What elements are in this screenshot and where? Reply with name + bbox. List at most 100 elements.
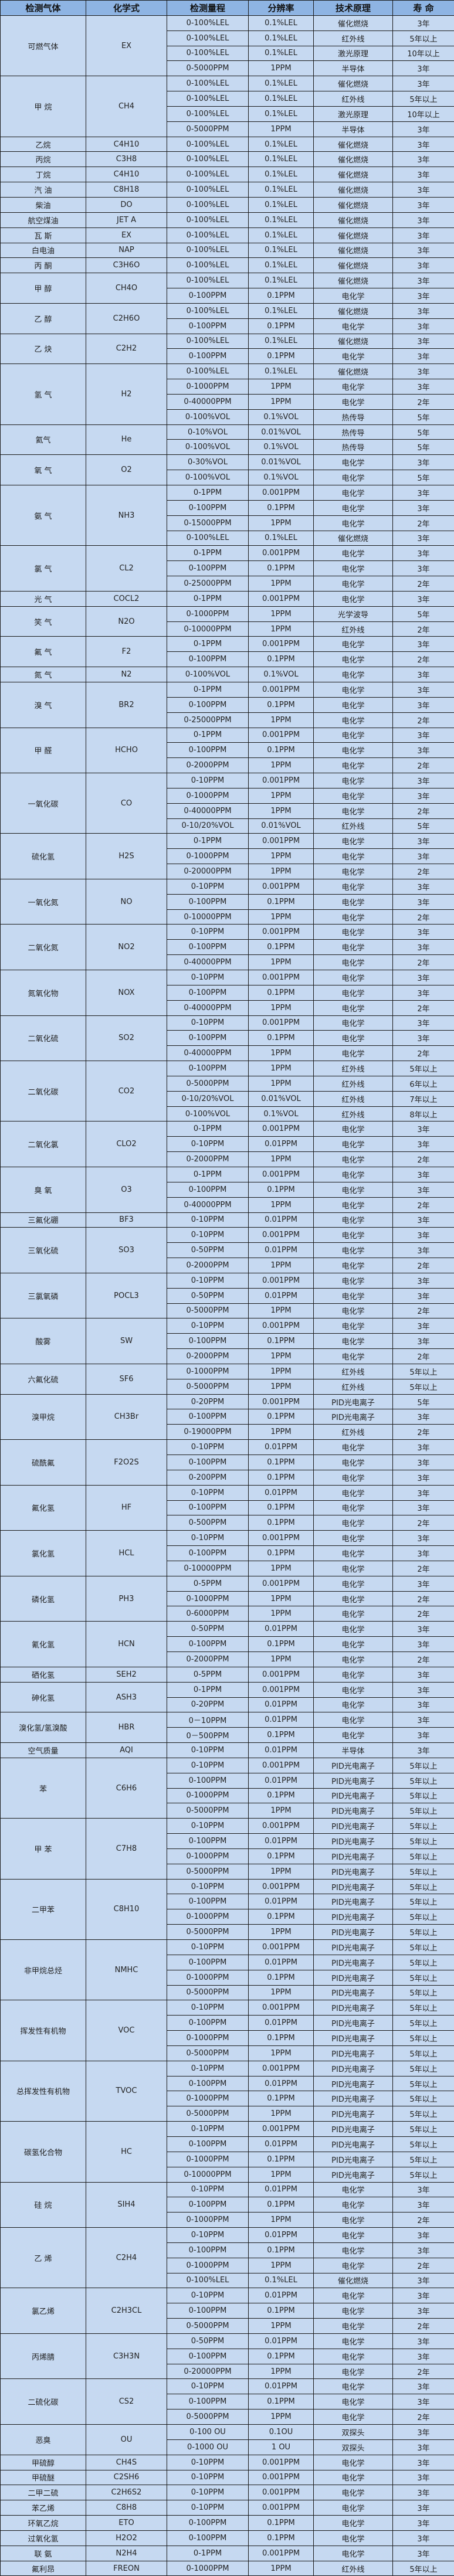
range-cell: 0-100PPM bbox=[167, 1333, 249, 1350]
table-row: 0-2000PPM 1PPM 电化学 2年 bbox=[1, 1651, 454, 1667]
formula-cell: OU bbox=[86, 2424, 167, 2455]
life-cell: 3年 bbox=[392, 1212, 454, 1228]
life-cell: 3年 bbox=[392, 196, 454, 213]
range-cell: 0-100PPM bbox=[167, 1894, 249, 1910]
table-row: 0-6000PPM 1PPM 电化学 2年 bbox=[1, 1606, 454, 1622]
range-cell: 0-10PPM bbox=[167, 1878, 249, 1895]
principle-cell: PID光电离子 bbox=[313, 1924, 393, 1940]
formula-cell: COCL2 bbox=[86, 590, 167, 607]
principle-cell: PID光电离子 bbox=[313, 1409, 393, 1425]
principle-cell: 激光原理 bbox=[313, 45, 393, 62]
life-cell: 3年 bbox=[392, 2303, 454, 2319]
table-row: 二氧化硫 SO2 0-10PPM 0.001PPM 电化学 3年 bbox=[0, 1015, 454, 1062]
range-cell: 0-100PPM bbox=[167, 2530, 249, 2546]
life-cell: 3年 bbox=[392, 1500, 454, 1516]
principle-cell: 电化学 bbox=[313, 1636, 393, 1652]
table-row: 丙 酮 C3H6O 0-100%LEL 0.1%LEL 催化燃烧 3年 bbox=[0, 257, 454, 274]
formula-cell: BR2 bbox=[86, 681, 167, 728]
principle-cell: 电化学 bbox=[313, 1681, 393, 1698]
table-row: 硫酰氟 F2O2S 0-10PPM 0.01PPM 电化学 3年 bbox=[0, 1439, 454, 1486]
gas-name-cell: 三氟化硼 bbox=[0, 1212, 86, 1228]
life-cell: 3年 bbox=[392, 667, 454, 682]
life-cell: 3年 bbox=[392, 1242, 454, 1259]
life-cell: 3年 bbox=[392, 2242, 454, 2258]
table-row: 0-40000PPM 1PPM 电化学 2年 bbox=[1, 1045, 454, 1062]
range-cell: 0-25000PPM bbox=[167, 576, 249, 592]
table-row: 0-100PPM 0.1PPM 电化学 3年 bbox=[1, 742, 454, 759]
principle-cell: 电化学 bbox=[313, 1560, 393, 1576]
resolution-cell: 0.1PPM bbox=[248, 499, 314, 516]
life-cell: 5年以上 bbox=[392, 91, 454, 107]
principle-cell: 电化学 bbox=[313, 742, 393, 759]
life-cell: 3年 bbox=[392, 2530, 454, 2546]
life-cell: 3年 bbox=[392, 2500, 454, 2516]
gas-name-cell: 丙烷 bbox=[0, 151, 86, 168]
range-cell: 0-10PPM bbox=[167, 1484, 249, 1501]
resolution-cell: 0.1PPM bbox=[248, 1181, 314, 1198]
resolution-cell: 0.001PPM bbox=[248, 1878, 314, 1895]
life-cell: 5年以上 bbox=[392, 1863, 454, 1880]
principle-cell: 电化学 bbox=[313, 2212, 393, 2228]
principle-cell: 催化燃烧 bbox=[313, 257, 393, 274]
resolution-cell: 1PPM bbox=[248, 787, 314, 804]
table-row: 氮氧化物 NOX 0-10PPM 0.001PPM 电化学 3年 bbox=[0, 970, 454, 1016]
table-row: 0-100PPM 0.1PPM 电化学 2年 bbox=[1, 651, 454, 668]
formula-cell: SF6 bbox=[86, 1363, 167, 1395]
life-cell: 5年以上 bbox=[392, 1363, 454, 1379]
range-cell: 0-10PPM bbox=[167, 1939, 249, 1955]
life-cell: 3年 bbox=[392, 530, 454, 546]
resolution-cell: 0.001PPM bbox=[248, 833, 314, 849]
resolution-cell: 0.001PPM bbox=[248, 590, 314, 607]
range-cell: 0-100%LEL bbox=[167, 45, 249, 62]
life-cell: 3年 bbox=[392, 893, 454, 910]
principle-cell: 电化学 bbox=[313, 773, 393, 789]
principle-cell: 催化燃烧 bbox=[313, 182, 393, 198]
resolution-cell: 0.001PPM bbox=[248, 1666, 314, 1683]
range-cell: 0-10PPM bbox=[167, 924, 249, 940]
principle-cell: 半导体 bbox=[313, 1742, 393, 1758]
resolution-cell: 1PPM bbox=[248, 1863, 314, 1880]
life-cell: 3年 bbox=[392, 848, 454, 865]
table-row: 二甲二硫 C2H6S2 0-10PPM 0.001PPM 电化学 3年 bbox=[0, 2485, 454, 2501]
resolution-cell: 0.1PPM bbox=[248, 1727, 314, 1744]
range-cell: 0-10PPM bbox=[167, 1015, 249, 1031]
range-cell: 0-5000PPM bbox=[167, 1303, 249, 1319]
principle-cell: 催化燃烧 bbox=[313, 166, 393, 183]
formula-cell: VOC bbox=[86, 2000, 167, 2061]
table-row: 0-100PPM 0.01PPM PID光电离子 5年以上 bbox=[1, 1894, 454, 1910]
formula-cell: C4H10 bbox=[86, 166, 167, 183]
resolution-cell: 0.1PPM bbox=[248, 2348, 314, 2364]
range-cell: 0-1PPM bbox=[167, 1121, 249, 1137]
life-cell: 5年以上 bbox=[392, 2106, 454, 2122]
life-cell: 5年以上 bbox=[392, 1878, 454, 1895]
resolution-cell: 0.1PPM bbox=[248, 2242, 314, 2258]
principle-cell: 电化学 bbox=[313, 2378, 393, 2395]
principle-cell: 电化学 bbox=[313, 651, 393, 668]
formula-cell: CH4O bbox=[86, 273, 167, 304]
resolution-cell: 1PPM bbox=[248, 2045, 314, 2061]
resolution-cell: 0.1PPM bbox=[248, 1787, 314, 1804]
principle-cell: 电化学 bbox=[313, 2545, 393, 2561]
table-row: 0-100PPM 0.01PPM PID光电离子 5年以上 bbox=[1, 2136, 454, 2152]
table-row: 氯化氢 HCL 0-10PPM 0.001PPM 电化学 3年 bbox=[0, 1530, 454, 1576]
resolution-cell: 0.01PPM bbox=[248, 1697, 314, 1713]
table-row: 砷化氢 ASH3 0-1PPM 0.001PPM 电化学 3年 bbox=[0, 1681, 454, 1713]
gas-name-cell: 硫酰氟 bbox=[0, 1439, 86, 1486]
table-row: 0-1000PPM 0.1PPM PID光电离子 5年以上 bbox=[1, 1909, 454, 1925]
principle-cell: PID光电离子 bbox=[313, 2060, 393, 2077]
range-cell: 0-200PPM bbox=[167, 1469, 249, 1486]
resolution-cell: 0.001PPM bbox=[248, 1272, 314, 1289]
gas-name-cell: 臭 氧 bbox=[0, 1166, 86, 1213]
table-row: 0-5000PPM 1PPM PID光电离子 5年以上 bbox=[1, 2106, 454, 2122]
gas-name-cell: 甲硫醇 bbox=[0, 2454, 86, 2470]
principle-cell: PID光电离子 bbox=[313, 2136, 393, 2152]
table-row: 0-5000PPM 1PPM 红外线 5年以上 bbox=[1, 1378, 454, 1395]
resolution-cell: 1PPM bbox=[248, 1151, 314, 1167]
range-cell: 0-5PPM bbox=[167, 1575, 249, 1592]
table-row: 三氧化硫 SO3 0-10PPM 0.001PPM 电化学 3年 bbox=[0, 1227, 454, 1273]
principle-cell: 电化学 bbox=[313, 1121, 393, 1137]
resolution-cell: 0.1PPM bbox=[248, 1409, 314, 1425]
formula-cell: C2H6S2 bbox=[86, 2485, 167, 2501]
gas-name-cell: 柴油 bbox=[0, 196, 86, 213]
life-cell: 2年 bbox=[392, 515, 454, 531]
